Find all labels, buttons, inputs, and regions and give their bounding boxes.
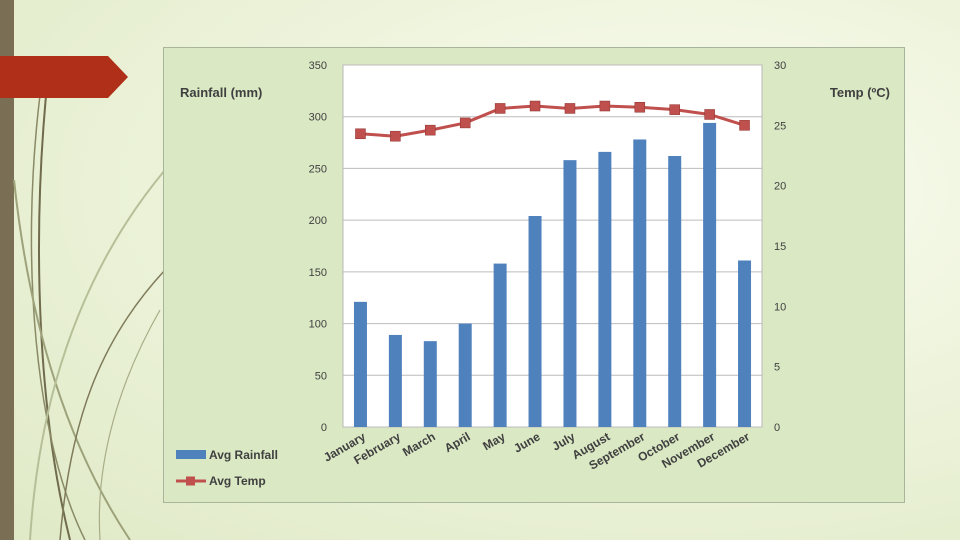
temp-point <box>634 101 646 113</box>
left-tick-label: 250 <box>309 163 327 175</box>
decorative-lines <box>13 74 166 540</box>
legend-swatch-rainfall <box>176 450 206 459</box>
temp-point <box>355 128 366 140</box>
left-tick-label: 50 <box>315 370 327 382</box>
right-tick-label: 25 <box>774 120 786 132</box>
rainfall-bar <box>668 156 682 427</box>
temp-point <box>425 124 436 136</box>
category-label: May <box>480 429 507 453</box>
temp-point <box>564 103 576 114</box>
rainfall-bar <box>738 260 752 427</box>
rainfall-bar <box>528 216 542 427</box>
plot-area <box>342 64 763 428</box>
left-axis-title: Rainfall (mm) <box>180 85 262 100</box>
rainfall-bar <box>598 151 612 427</box>
rainfall-bar <box>388 334 402 427</box>
rainfall-bar <box>563 160 577 427</box>
category-label: June <box>511 429 543 455</box>
left-tick-label: 350 <box>309 60 327 72</box>
temp-point <box>704 109 715 120</box>
temp-point <box>529 100 541 112</box>
legend-label-temp: Avg Temp <box>209 474 266 488</box>
right-axis-title: Temp (ºC) <box>830 85 890 100</box>
rainfall-bar <box>703 122 717 428</box>
chart-legend: Avg Rainfall Avg Temp <box>176 448 278 488</box>
accent-arrow <box>0 56 128 98</box>
left-tick-label: 150 <box>309 267 327 279</box>
slide-sidebar <box>0 0 14 540</box>
rainfall-bar <box>458 323 472 427</box>
temp-line-group <box>355 100 750 142</box>
rainfall-bar <box>493 263 507 427</box>
temp-point <box>599 100 611 112</box>
right-axis-ticks: 0 5 10 15 20 25 30 <box>774 60 786 434</box>
temp-point <box>739 120 750 131</box>
left-tick-label: 0 <box>321 422 327 434</box>
temp-point <box>494 103 506 114</box>
right-tick-label: 10 <box>774 301 786 313</box>
rainfall-bar <box>633 139 647 427</box>
right-tick-label: 0 <box>774 422 780 434</box>
rainfall-bars <box>353 122 752 428</box>
rainfall-bar <box>423 341 437 427</box>
rainfall-bar <box>353 301 367 427</box>
legend-label-rainfall: Avg Rainfall <box>209 448 278 462</box>
temp-point <box>459 117 471 129</box>
legend-swatch-temp-marker <box>186 476 195 486</box>
gridlines <box>343 64 762 428</box>
right-tick-label: 20 <box>774 181 786 193</box>
left-tick-label: 300 <box>309 112 327 124</box>
right-tick-label: 30 <box>774 60 786 72</box>
left-axis-ticks: 0 50 100 150 200 250 300 350 <box>309 60 327 434</box>
right-tick-label: 15 <box>774 241 786 253</box>
left-tick-label: 100 <box>309 319 327 331</box>
category-label: April <box>442 429 473 455</box>
temp-series-line <box>360 104 745 138</box>
temp-point <box>669 104 680 115</box>
right-tick-label: 5 <box>774 362 780 374</box>
left-tick-label: 200 <box>309 215 327 227</box>
chart-panel: 0 50 100 150 200 250 300 350 0 5 10 15 20 25 30 Janua… <box>163 47 905 503</box>
temp-point <box>390 130 401 142</box>
category-label: March <box>400 429 438 459</box>
